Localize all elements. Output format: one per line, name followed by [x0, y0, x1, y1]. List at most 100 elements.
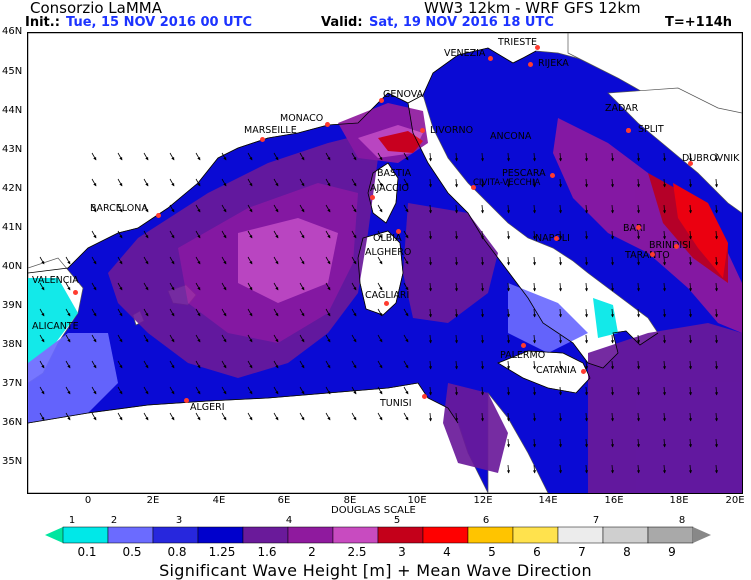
wave-direction-arrow: [558, 230, 563, 240]
colorbar-value-label: 8: [623, 545, 631, 559]
wave-direction-arrow: [558, 412, 563, 422]
city-marker: [396, 229, 401, 234]
wave-direction-arrow: [273, 256, 279, 265]
lon-tick-label: 20E: [725, 495, 745, 506]
wave-direction-arrow: [636, 152, 641, 162]
wave-direction-arrow: [714, 334, 719, 344]
wave-direction-arrow: [558, 464, 563, 474]
wave-direction-arrow: [273, 386, 279, 395]
city-marker: [650, 252, 655, 257]
wave-direction-arrow: [91, 178, 97, 187]
wave-direction-arrow: [117, 282, 123, 291]
wave-direction-arrow: [428, 178, 433, 188]
wave-direction-arrow: [143, 178, 149, 187]
wave-direction-arrow: [532, 360, 537, 370]
wave-direction-arrow: [610, 412, 615, 422]
wave-direction-arrow: [273, 412, 279, 421]
wave-direction-arrow: [247, 230, 253, 239]
org-title: Consorzio LaMMA: [30, 0, 162, 17]
wave-direction-arrow: [117, 308, 123, 317]
wave-direction-arrow: [195, 308, 201, 317]
city-marker: [471, 185, 476, 190]
douglas-value-label: 2: [110, 515, 118, 526]
wave-direction-arrow: [662, 282, 667, 292]
wave-direction-arrow: [377, 360, 383, 369]
wave-direction-arrow: [428, 282, 433, 292]
wave-direction-arrow: [403, 230, 409, 239]
wave-direction-arrow: [428, 386, 433, 396]
city-label: VENEZIA: [444, 48, 486, 59]
wave-direction-arrow: [91, 256, 97, 265]
wave-direction-arrow: [117, 386, 123, 395]
wave-direction-arrow: [143, 230, 149, 239]
city-marker: [384, 301, 389, 306]
wave-direction-arrow: [169, 334, 175, 343]
wave-direction-arrow: [714, 204, 719, 214]
wave-direction-arrow: [688, 256, 693, 266]
wave-direction-arrow: [636, 230, 641, 240]
wave-direction-arrow: [273, 282, 279, 291]
wave-direction-arrow: [688, 464, 693, 474]
wave-direction-arrow: [65, 282, 71, 291]
colorbar-value-label: 1.6: [257, 545, 277, 559]
wave-direction-arrow: [428, 334, 433, 344]
wave-direction-arrow: [325, 282, 331, 291]
wave-direction-arrow: [325, 230, 331, 239]
wave-direction-arrow: [610, 386, 615, 396]
wave-direction-arrow: [39, 386, 45, 395]
colorbar-value-label: 0.1: [77, 545, 97, 559]
wave-direction-arrow: [532, 464, 537, 474]
wave-direction-arrow: [221, 256, 227, 265]
wave-direction-arrow: [273, 360, 279, 369]
wave-direction-arrow: [221, 360, 227, 369]
wave-direction-arrow: [610, 308, 615, 318]
wave-direction-arrow: [247, 152, 253, 161]
city-label: MARSEILLE: [244, 125, 297, 136]
wave-direction-arrow: [325, 204, 331, 213]
wave-direction-arrow: [351, 412, 357, 421]
wave-direction-arrow: [221, 152, 227, 161]
wave-direction-arrow: [454, 256, 459, 266]
wave-direction-arrow: [403, 204, 409, 213]
colorbar-value-label: 5: [488, 545, 496, 559]
city-marker: [550, 173, 555, 178]
colorbar-value-label: 7: [578, 545, 586, 559]
city-label: ALICANTE: [32, 321, 79, 332]
wave-direction-arrow: [714, 152, 719, 162]
wave-direction-arrow: [91, 308, 97, 317]
wave-direction-arrows: [39, 152, 719, 474]
lat-tick-label: 39N: [2, 300, 23, 311]
lat-tick-label: 38N: [2, 339, 23, 350]
wave-direction-arrow: [351, 152, 357, 161]
wave-direction-arrow: [558, 282, 563, 292]
wave-direction-arrow: [662, 152, 667, 162]
colorbar-value-label: 1.25: [208, 545, 236, 559]
city-label: RIJEKA: [538, 58, 569, 69]
wave-direction-arrow: [247, 308, 253, 317]
wave-direction-arrow: [454, 178, 459, 188]
city-label: TARANTO: [625, 250, 670, 261]
wave-direction-arrow: [662, 204, 667, 214]
wave-direction-arrow: [506, 386, 511, 396]
map-canvas: [28, 33, 742, 493]
lon-tick-label: 10E: [407, 495, 427, 506]
wave-direction-arrow: [454, 360, 459, 370]
wave-direction-arrow: [351, 282, 357, 291]
colorbar-value-label: 2: [308, 545, 316, 559]
wave-direction-arrow: [117, 230, 123, 239]
city-label: CATANIA: [536, 365, 577, 376]
wave-direction-arrow: [273, 308, 279, 317]
wave-direction-arrow: [39, 412, 45, 421]
wave-height-map[interactable]: [27, 32, 743, 494]
wave-direction-arrow: [91, 386, 97, 395]
wave-direction-arrow: [662, 438, 667, 448]
wave-direction-arrow: [39, 360, 45, 369]
lon-tick-label: 12E: [473, 495, 493, 506]
wave-direction-arrow: [117, 360, 123, 369]
wave-direction-arrow: [169, 308, 175, 317]
wave-direction-arrow: [65, 308, 71, 317]
wave-direction-arrow: [39, 282, 45, 291]
wave-direction-arrow: [714, 360, 719, 370]
wave-direction-arrow: [351, 230, 357, 239]
wave-direction-arrow: [662, 334, 667, 344]
